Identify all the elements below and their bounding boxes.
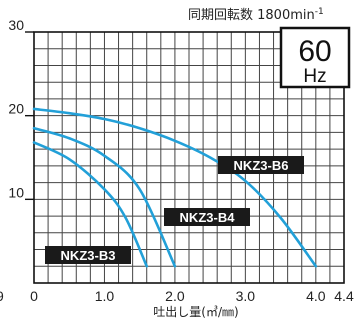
left-edge-label: 9 — [0, 288, 4, 304]
frequency-value: 60 — [298, 35, 331, 68]
y-tick-label: 10 — [8, 184, 24, 200]
chart-title: 同期回転数 1800min-1 — [188, 7, 324, 23]
series-label-box — [218, 156, 304, 174]
x-tick-label: 3.0 — [236, 288, 256, 304]
x-tick-label: 4.0 — [306, 288, 326, 304]
series-labels: NKZ3-B6 NKZ3-B4 NKZ3-B3 — [45, 156, 304, 264]
x-tick-label: 0 — [30, 288, 38, 304]
x-axis-label: 吐出し量(㎥/㎜) — [153, 305, 238, 319]
series-label-box — [45, 246, 131, 264]
chart-title-main: 同期回転数 1800min — [188, 8, 315, 23]
chart-title-superscript: -1 — [315, 7, 324, 17]
frequency-badge-box — [279, 26, 351, 89]
y-tick-label: 30 — [8, 17, 24, 33]
series-label-nkz3-b3: NKZ3-B3 — [45, 246, 131, 264]
x-tick-labels: 0 1.0 2.0 3.0 4.0 4.4 — [30, 288, 354, 304]
frequency-unit: Hz — [303, 66, 326, 87]
series-lines — [32, 107, 318, 268]
x-tick-label: 1.0 — [95, 288, 115, 304]
y-tick-labels: 10 20 30 — [8, 17, 34, 200]
series-label-text: NKZ3-B4 — [180, 210, 236, 225]
series-line-nkz3-b3 — [32, 141, 149, 268]
x-tick-label: 2.0 — [165, 288, 185, 304]
series-line-nkz3-b4 — [32, 126, 177, 268]
series-label-text: NKZ3-B6 — [234, 158, 289, 173]
series-label-nkz3-b4: NKZ3-B4 — [164, 208, 250, 226]
series-line-nkz3-b6 — [32, 107, 318, 268]
axes — [33, 31, 345, 284]
x-tick-label: 4.4 — [334, 288, 354, 304]
series-label-text: NKZ3-B3 — [61, 248, 116, 263]
y-tick-label: 20 — [8, 101, 24, 117]
plot-frame — [33, 31, 345, 284]
series-label-box — [164, 208, 250, 226]
frequency-badge: 60 Hz — [279, 26, 351, 89]
series-label-nkz3-b6: NKZ3-B6 — [218, 156, 304, 174]
